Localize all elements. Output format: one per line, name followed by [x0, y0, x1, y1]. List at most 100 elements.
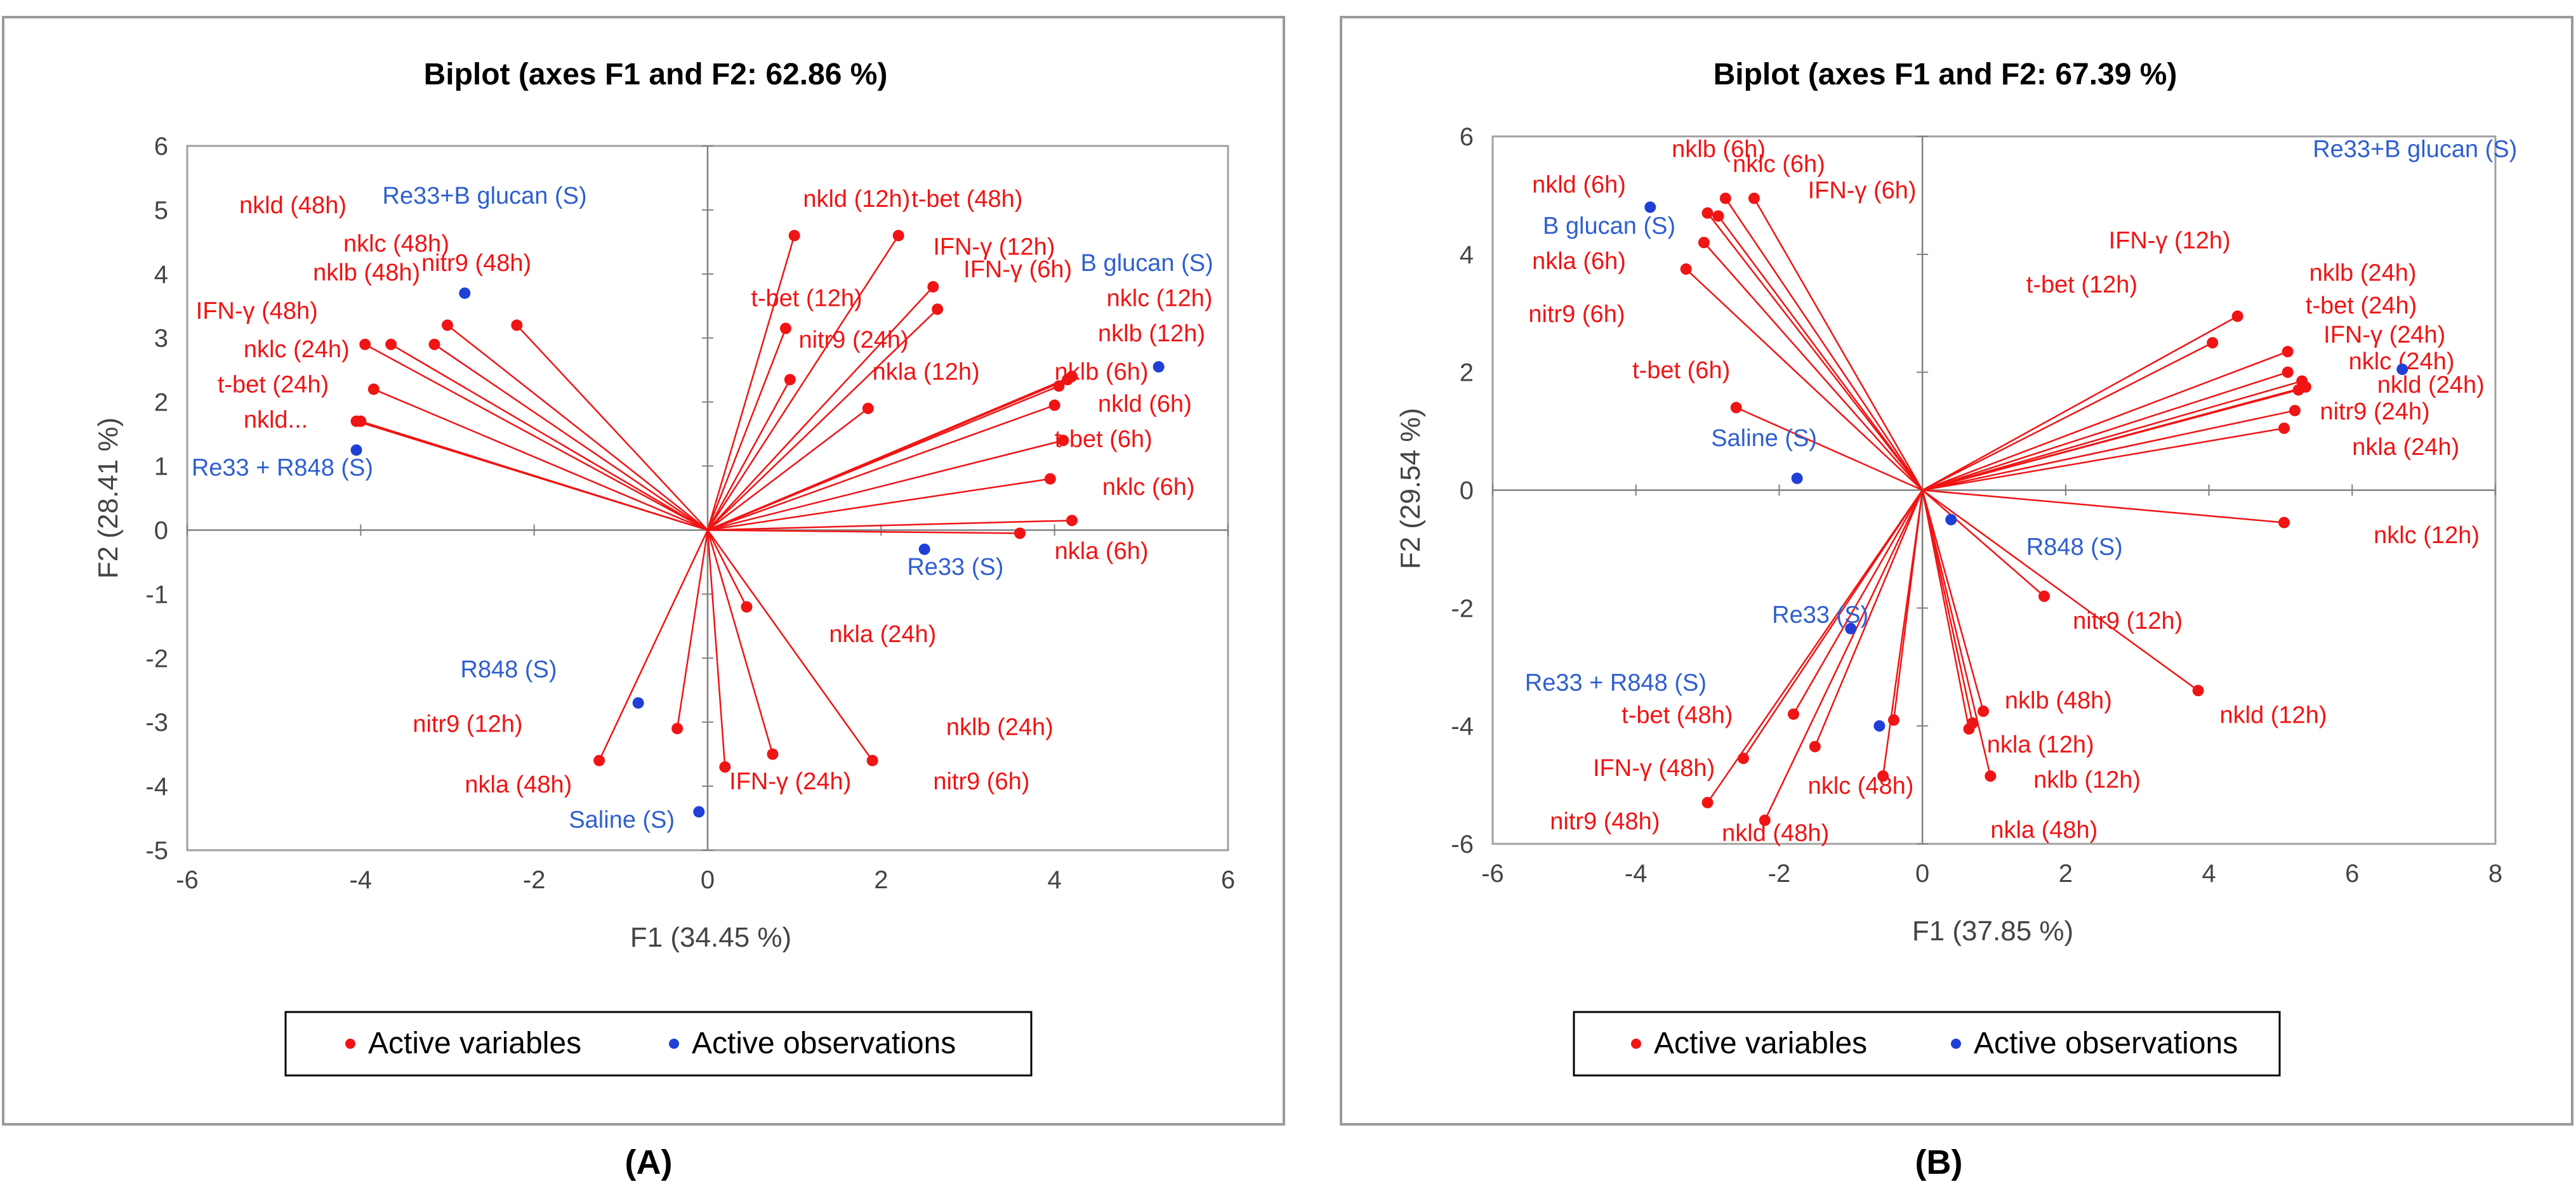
panel-a-x-tick-label: -2 — [523, 866, 546, 894]
panel-a-variable-label: nkld (48h) — [239, 192, 347, 219]
panel-a-chart: -6 -4 -2 0 2 4 6 -5 -4 -3 -2 -1 0 1 2 3 4 5 6 nkld (48h) nkl… — [145, 133, 1235, 894]
panel-b-x-tick-label: 4 — [2202, 860, 2216, 888]
panel-a-observation-label: Saline (S) — [569, 807, 675, 834]
panel-a-variable-point — [350, 415, 362, 427]
panel-a-variable-point — [1048, 399, 1060, 411]
panel-b-y-tick-label: -6 — [1451, 831, 1474, 858]
panel-a-variable-label: nkla (48h) — [465, 772, 572, 798]
panel-b-variable-point — [1712, 210, 1724, 222]
panel-a-legend-variables-marker — [345, 1039, 355, 1049]
panel-a-variable-vector — [706, 235, 795, 530]
panel-b-variable-point — [1788, 708, 1799, 720]
panel-b-observation-point — [1644, 201, 1656, 213]
panel-a-variable-point — [719, 761, 731, 773]
panel-b-variable-point — [2207, 337, 2219, 349]
panel-b-variable-point — [2278, 516, 2290, 529]
panel-b-variable-point — [1748, 192, 1760, 204]
panel-b-y-tick-label: 6 — [1460, 123, 1474, 151]
panel-a-y-tick-label: 2 — [154, 389, 168, 417]
panel-a-y-tick-label: -5 — [145, 837, 168, 865]
panel-a-observation-point — [632, 697, 644, 709]
panel-a-y-tick-label: -4 — [145, 773, 168, 801]
panel-a-legend: Active variables Active observations — [284, 1011, 1033, 1077]
panel-b-variable-vector — [1703, 242, 1924, 491]
panel-a-variable-label: IFN-γ (6h) — [963, 256, 1072, 283]
panel-a-y-axis-label: F2 (28.41 %) — [93, 417, 124, 579]
panel-a-y-tick-label: 0 — [154, 516, 168, 544]
panel-a-variable-vector — [707, 478, 1051, 531]
panel-a-variable-vector — [516, 324, 708, 531]
panel-a-variable-label: nitr9 (6h) — [933, 768, 1029, 795]
panel-b-y-tick-label: -4 — [1451, 713, 1474, 740]
panel-b-variable-vector — [1922, 350, 2289, 491]
panel-b-variable-label: IFN-γ (6h) — [1808, 178, 1917, 204]
panel-b-variable-point — [1701, 207, 1714, 219]
panel-b-variable-label: nitr9 (48h) — [1550, 808, 1660, 835]
panel-a-variable-label: nklc (12h) — [1107, 285, 1213, 312]
panel-b-variable-point — [2282, 366, 2294, 378]
panel-a-variable-point — [866, 754, 878, 766]
panel-a-variable-vector — [706, 328, 787, 530]
panel-b-variable-point — [1888, 714, 1899, 726]
panel-a-variable-point — [442, 319, 453, 331]
panel-a-variable-point — [862, 402, 874, 414]
panel-b-variable-point — [1759, 814, 1771, 826]
panel-b-observation-point — [1873, 720, 1886, 732]
panel-b-variable-vector — [1717, 215, 1924, 491]
panel-a-y-tick-label: -3 — [145, 709, 168, 737]
panel-b-variable-point — [1730, 402, 1742, 414]
panel-b-y-tick-label: -2 — [1451, 595, 1474, 622]
panel-b-variable-label: nkld (48h) — [1722, 820, 1829, 846]
panel-b-variable-label: nklc (48h) — [1808, 773, 1914, 799]
panel-b-variable-label: nkla (12h) — [1987, 732, 2094, 758]
panel-b-y-tick-label: 0 — [1460, 477, 1474, 505]
panel-a-legend-observations-label: Active observations — [692, 1027, 956, 1060]
panel-b-variable-vector — [1922, 315, 2238, 491]
panel-b-variable-vector — [1922, 489, 2045, 597]
panel-b-variable-label: nkld (6h) — [1532, 171, 1626, 198]
panel-b-variable-point — [1738, 752, 1749, 765]
panel-b-variable-label: IFN-γ (48h) — [1593, 755, 1715, 782]
panel-a-variable-point — [511, 319, 523, 331]
panel-b-variable-point — [1877, 770, 1889, 782]
panel-b-variable-label: nitr9 (24h) — [2320, 398, 2430, 425]
panel-b-variable-label: nklb (12h) — [2033, 767, 2141, 794]
panel-a-variable-vector — [598, 529, 709, 761]
panel-b-variable-vector — [1922, 342, 2213, 491]
panel-b-variable-vector — [1764, 489, 1924, 821]
panel-a-variable-point — [788, 230, 800, 242]
panel-b-variable-vector — [1685, 268, 1923, 491]
panel-a-variable-vector — [707, 308, 939, 531]
panel-b-x-tick-label: -4 — [1625, 860, 1648, 888]
panel-b-variable-label: nklb (48h) — [2005, 687, 2112, 714]
panel-b-variable-label: IFN-γ (24h) — [2323, 322, 2445, 348]
panel-a-variable-point — [359, 338, 371, 350]
panel-b-variable-vector — [1922, 371, 2289, 491]
panel-a-y-tick-label: 4 — [154, 261, 168, 289]
panel-b-variable-label: nitr9 (12h) — [2073, 608, 2183, 634]
panel-b-variable-vector — [1792, 489, 1924, 715]
panel-b-variable-label: nklc (6h) — [1733, 151, 1825, 178]
panel-a-observation-label: Re33 (S) — [907, 554, 1003, 581]
panel-b-variable-point — [1719, 192, 1731, 204]
panel-a-x-axis-label: F1 (34.45 %) — [630, 922, 791, 953]
panel-b-title: Biplot (axes F1 and F2: 67.39 %) — [1714, 58, 2177, 91]
panel-a-variable-vector — [373, 388, 708, 531]
panel-b-variable-vector — [1814, 490, 1924, 747]
panel-b-legend: Active variables Active observations — [1573, 1011, 2281, 1077]
panel-b-variable-point — [1680, 263, 1692, 275]
panel-b-x-tick-label: -6 — [1481, 860, 1504, 888]
panel-b-variable-vector — [1707, 489, 1924, 803]
panel-a-variable-point — [767, 748, 779, 760]
panel-b-variable-point — [2192, 685, 2204, 697]
panel-a-legend-box — [284, 1011, 1033, 1077]
panel-b-observation-label: Re33 + R848 (S) — [1525, 669, 1707, 696]
panel-a-legend-variables-label: Active variables — [368, 1027, 581, 1060]
panel-b-variable-label: nkla (6h) — [1532, 248, 1626, 275]
panel-a-variable-point — [927, 281, 939, 292]
panel-a-variable-point — [892, 230, 904, 242]
panel-b-variable-label: nklb (24h) — [2309, 260, 2417, 287]
panel-b-variable-point — [2282, 346, 2294, 358]
panel-b-variable-point — [2292, 384, 2304, 396]
